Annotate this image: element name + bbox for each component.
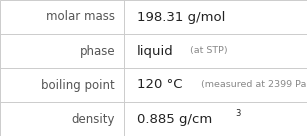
Text: phase: phase (80, 44, 115, 58)
Text: liquid: liquid (137, 44, 173, 58)
Text: density: density (72, 112, 115, 126)
Text: 3: 3 (235, 109, 241, 118)
Text: 120 °C: 120 °C (137, 78, 182, 92)
Text: (at STP): (at STP) (184, 47, 228, 55)
Text: 0.885 g/cm: 0.885 g/cm (137, 112, 212, 126)
Text: 198.31 g/mol: 198.31 g/mol (137, 10, 225, 24)
Text: boiling point: boiling point (41, 78, 115, 92)
Text: (measured at 2399 Pa): (measured at 2399 Pa) (195, 81, 307, 89)
Text: molar mass: molar mass (46, 10, 115, 24)
